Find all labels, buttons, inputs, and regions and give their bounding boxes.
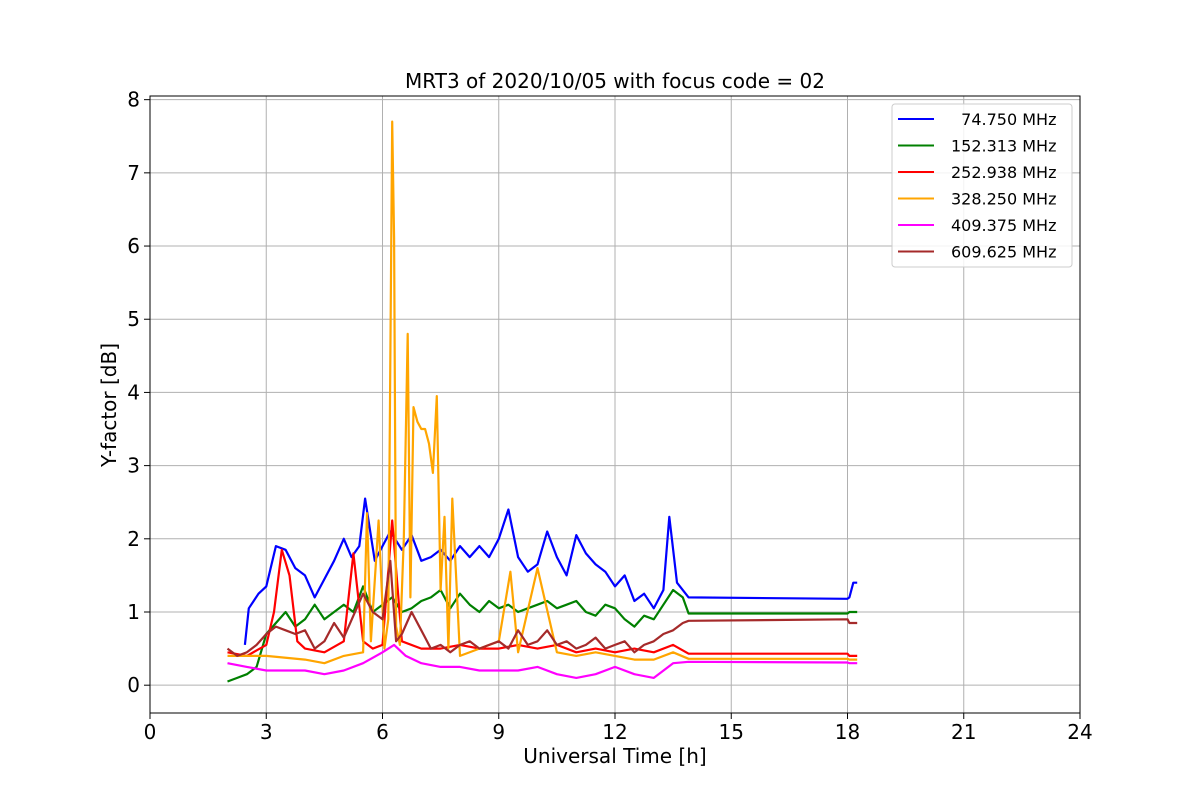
- y-tick-label: 7: [127, 161, 140, 185]
- series-line-0: [243, 497, 858, 646]
- series-line-5: [226, 559, 858, 658]
- x-axis: 0 3 6 9 12 15 18 21 24: [144, 713, 1093, 744]
- x-tick-label: 15: [719, 720, 744, 744]
- x-tick-label: 3: [260, 720, 273, 744]
- series-line-4: [227, 643, 858, 680]
- x-tick-label: 24: [1067, 720, 1092, 744]
- x-tick-label: 6: [376, 720, 389, 744]
- legend-label-5: 609.625 MHz: [951, 243, 1056, 262]
- y-tick-label: 1: [127, 600, 140, 624]
- y-tick-label: 0: [127, 673, 140, 697]
- legend-box: [891, 103, 1073, 268]
- x-tick-label: 9: [492, 720, 505, 744]
- y-tick-label: 6: [127, 234, 140, 258]
- y-tick-label: 2: [127, 527, 140, 551]
- x-tick-label: 18: [835, 720, 860, 744]
- chart-title: MRT3 of 2020/10/05 with focus code = 02: [405, 69, 825, 93]
- legend: 74.750 MHz 152.313 MHz 252.938 MHz 328.250 …: [891, 103, 1073, 268]
- x-axis-label: Universal Time [h]: [523, 744, 706, 768]
- x-tick-label: 21: [951, 720, 976, 744]
- y-tick-label: 3: [127, 454, 140, 478]
- y-tick-label: 8: [127, 88, 140, 112]
- series-layer: [226, 120, 858, 683]
- x-tick-label: 0: [144, 720, 157, 744]
- x-tick-label: 12: [602, 720, 627, 744]
- legend-label-1: 152.313 MHz: [951, 137, 1056, 156]
- series-line-3: [227, 120, 858, 665]
- y-tick-label: 4: [127, 380, 140, 404]
- legend-label-3: 328.250 MHz: [951, 190, 1056, 209]
- legend-label-4: 409.375 MHz: [951, 216, 1056, 235]
- series-line-1: [227, 585, 858, 683]
- y-axis: 0 1 2 3 4 5 6 7 8: [127, 88, 150, 697]
- y-tick-label: 5: [127, 307, 140, 331]
- legend-label-2: 252.938 MHz: [951, 163, 1056, 182]
- y-axis-label: Y-factor [dB]: [97, 343, 121, 468]
- legend-label-0: 74.750 MHz: [951, 110, 1056, 129]
